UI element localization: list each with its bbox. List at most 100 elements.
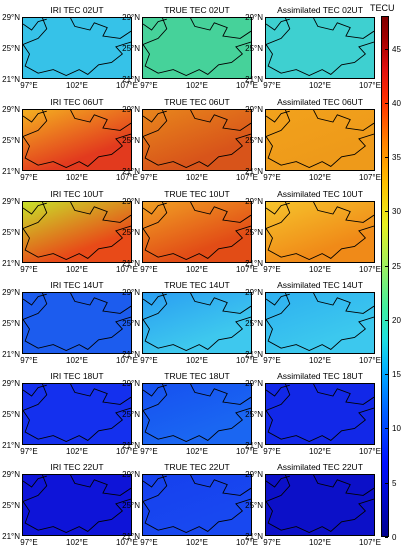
boundary-line	[70, 110, 131, 131]
boundary-line	[143, 110, 251, 169]
latitude-label: 21°N	[245, 350, 263, 359]
panel-title: TRUE TEC 02UT	[164, 5, 230, 15]
latitude-label: 21°N	[245, 75, 263, 84]
longitude-label: 97°E	[263, 265, 281, 274]
tec-map-panel	[265, 383, 375, 445]
latitude-label: 25°N	[245, 44, 263, 53]
province-boundary	[143, 293, 251, 352]
province-boundary	[143, 475, 251, 534]
boundary-line	[23, 202, 47, 215]
tec-map-panel	[22, 109, 132, 171]
colorbar-tick-label: 40	[392, 98, 401, 108]
boundary-line	[23, 110, 131, 169]
latitude-label: 25°N	[2, 228, 20, 237]
colorbar-tick-mark	[385, 319, 388, 321]
longitude-label: 107°E	[359, 447, 381, 456]
longitude-label: 107°E	[359, 81, 381, 90]
latitude-label: 21°N	[122, 259, 140, 268]
province-boundary	[23, 384, 131, 443]
boundary-line	[23, 475, 131, 534]
longitude-label: 107°E	[359, 265, 381, 274]
colorbar-tick-mark	[385, 265, 388, 267]
latitude-label: 21°N	[122, 532, 140, 541]
tec-map-panel	[22, 383, 132, 445]
tec-map-panel	[142, 17, 252, 79]
longitude-label: 102°E	[186, 538, 208, 547]
longitude-label: 102°E	[186, 81, 208, 90]
colorbar-title: TECU	[370, 3, 395, 13]
boundary-line	[70, 18, 131, 39]
boundary-line	[23, 110, 47, 123]
boundary-line	[23, 293, 47, 306]
province-boundary	[266, 293, 374, 352]
latitude-label: 21°N	[122, 75, 140, 84]
latitude-label: 25°N	[2, 44, 20, 53]
longitude-label: 97°E	[140, 356, 158, 365]
latitude-label: 29°N	[122, 197, 140, 206]
latitude-label: 25°N	[122, 319, 140, 328]
boundary-line	[143, 202, 167, 215]
latitude-label: 25°N	[2, 136, 20, 145]
latitude-label: 25°N	[2, 410, 20, 419]
latitude-label: 29°N	[2, 470, 20, 479]
colorbar-tick-mark	[385, 374, 388, 376]
longitude-label: 97°E	[20, 538, 38, 547]
province-boundary	[143, 110, 251, 169]
province-boundary	[23, 110, 131, 169]
colorbar-tick-mark	[385, 211, 388, 213]
boundary-line	[143, 475, 251, 534]
boundary-line	[266, 110, 374, 169]
latitude-label: 29°N	[245, 105, 263, 114]
province-boundary	[266, 475, 374, 534]
boundary-line	[143, 384, 251, 443]
longitude-label: 102°E	[309, 265, 331, 274]
latitude-label: 29°N	[245, 379, 263, 388]
latitude-label: 25°N	[245, 410, 263, 419]
latitude-label: 21°N	[2, 167, 20, 176]
latitude-label: 29°N	[122, 105, 140, 114]
boundary-line	[313, 475, 374, 496]
boundary-line	[143, 18, 251, 77]
longitude-label: 102°E	[66, 173, 88, 182]
boundary-line	[23, 384, 131, 443]
colorbar-tick-label: 20	[392, 315, 401, 325]
panel-title: Assimilated TEC 06UT	[277, 97, 363, 107]
longitude-label: 107°E	[116, 538, 138, 547]
tec-map-panel	[22, 474, 132, 536]
latitude-label: 25°N	[122, 44, 140, 53]
latitude-label: 21°N	[122, 350, 140, 359]
tec-map-panel	[22, 17, 132, 79]
province-boundary	[143, 18, 251, 77]
boundary-line	[266, 18, 374, 77]
longitude-label: 97°E	[140, 173, 158, 182]
tec-map-panel	[265, 201, 375, 263]
boundary-line	[23, 293, 131, 352]
longitude-label: 107°E	[116, 356, 138, 365]
boundary-line	[266, 475, 374, 534]
longitude-label: 97°E	[20, 173, 38, 182]
boundary-line	[313, 18, 374, 39]
tec-map-panel	[265, 292, 375, 354]
latitude-label: 29°N	[2, 379, 20, 388]
colorbar-tick-label: 5	[392, 478, 397, 488]
latitude-label: 29°N	[2, 288, 20, 297]
tec-map-panel	[22, 201, 132, 263]
colorbar-tick-mark	[385, 482, 388, 484]
boundary-line	[190, 293, 251, 314]
latitude-label: 21°N	[2, 75, 20, 84]
longitude-label: 102°E	[66, 447, 88, 456]
panel-title: TRUE TEC 06UT	[164, 97, 230, 107]
latitude-label: 25°N	[122, 136, 140, 145]
province-boundary	[266, 110, 374, 169]
latitude-label: 29°N	[245, 13, 263, 22]
colorbar-tick-mark	[385, 48, 388, 50]
longitude-label: 107°E	[116, 173, 138, 182]
longitude-label: 107°E	[359, 173, 381, 182]
boundary-line	[23, 18, 47, 31]
latitude-label: 21°N	[122, 167, 140, 176]
longitude-label: 102°E	[66, 265, 88, 274]
boundary-line	[143, 293, 251, 352]
province-boundary	[266, 384, 374, 443]
boundary-line	[23, 18, 131, 77]
boundary-line	[266, 475, 290, 488]
